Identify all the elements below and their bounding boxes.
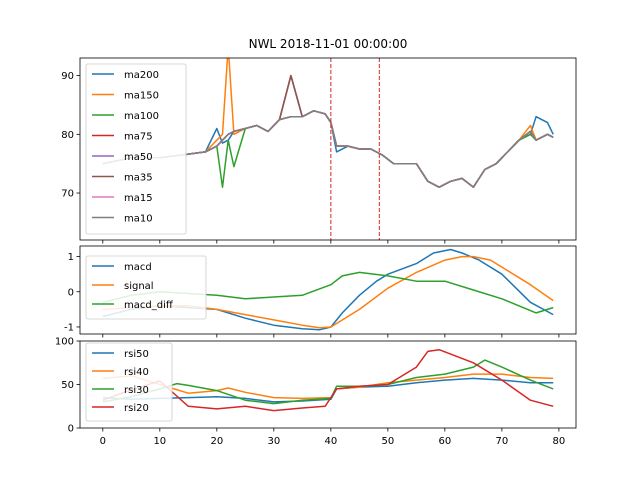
xtick-label: 70 bbox=[496, 436, 509, 447]
legend-label: ma150 bbox=[124, 91, 159, 102]
xtick-label: 40 bbox=[324, 436, 337, 447]
series-ma10 bbox=[102, 110, 554, 188]
ytick-label: 0 bbox=[68, 287, 74, 298]
price-panel: 70 80 90 ma200 ma150 ma100 ma75 ma50 ma35 ma15 ma1… bbox=[61, 57, 577, 244]
xtick-label: 10 bbox=[153, 436, 166, 447]
legend-box bbox=[85, 63, 187, 235]
legend-label: signal bbox=[124, 281, 154, 292]
legend-label: rsi20 bbox=[124, 403, 149, 414]
ytick-label: 0 bbox=[68, 424, 74, 435]
legend-label: ma15 bbox=[124, 193, 153, 204]
series-rsi20 bbox=[102, 348, 554, 412]
legend-label: ma75 bbox=[124, 132, 153, 143]
rsi-series-group bbox=[102, 348, 554, 412]
price-series-group bbox=[102, 58, 554, 188]
ytick-label: 50 bbox=[61, 380, 74, 391]
xtick-label: 50 bbox=[381, 436, 394, 447]
ytick-label: -1 bbox=[64, 322, 74, 333]
legend-label: macd_diff bbox=[124, 300, 174, 311]
xtick-label: 20 bbox=[210, 436, 223, 447]
legend-box bbox=[85, 342, 173, 422]
xtick-label: 60 bbox=[439, 436, 452, 447]
xtick-label: 0 bbox=[100, 436, 106, 447]
legend-label: rsi30 bbox=[124, 385, 149, 396]
legend-label: rsi50 bbox=[124, 349, 149, 360]
legend-label: macd bbox=[124, 262, 152, 273]
legend-label: ma35 bbox=[124, 173, 153, 184]
legend-label: ma50 bbox=[124, 152, 153, 163]
legend-box bbox=[85, 255, 207, 320]
xtick-label: 80 bbox=[553, 436, 566, 447]
price-axes-frame bbox=[79, 57, 577, 241]
ytick-label: 90 bbox=[61, 71, 74, 82]
ytick-label: 100 bbox=[55, 337, 74, 348]
rsi-legend: rsi50 rsi40 rsi30 rsi20 bbox=[85, 342, 173, 422]
xtick-label: 30 bbox=[267, 436, 280, 447]
chart-title: NWL 2018-11-01 00:00:00 bbox=[249, 37, 408, 51]
price-legend: ma200 ma150 ma100 ma75 ma50 ma35 ma15 ma10 bbox=[85, 63, 187, 235]
legend-label: rsi40 bbox=[124, 367, 149, 378]
ytick-label: 80 bbox=[61, 130, 74, 141]
ytick-label: 70 bbox=[61, 189, 74, 200]
legend-label: ma10 bbox=[124, 214, 153, 225]
macd-axes-frame bbox=[79, 245, 577, 335]
ytick-label: 1 bbox=[68, 252, 74, 263]
legend-label: ma200 bbox=[124, 70, 159, 81]
legend-label: ma100 bbox=[124, 111, 159, 122]
macd-panel: -1 0 1 macd signal macd_diff bbox=[64, 245, 577, 338]
macd-legend: macd signal macd_diff bbox=[85, 255, 207, 320]
